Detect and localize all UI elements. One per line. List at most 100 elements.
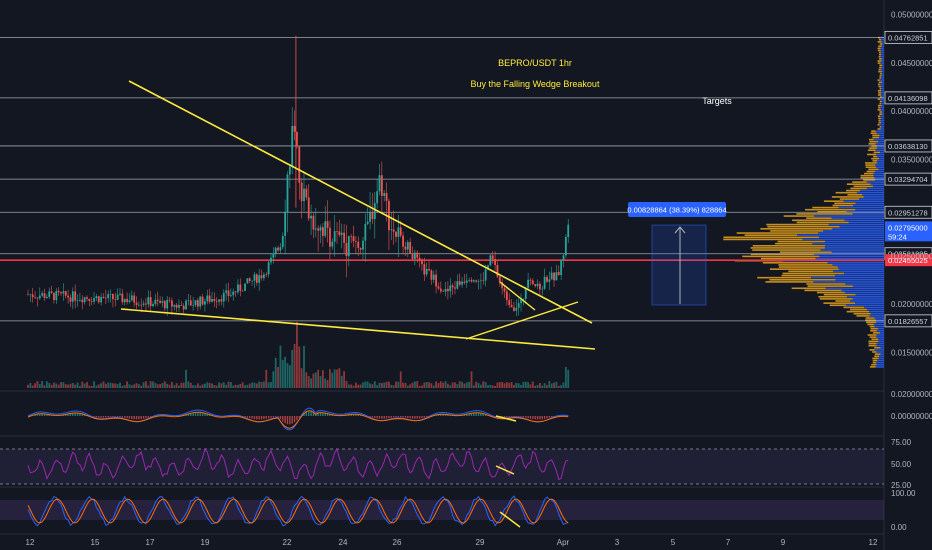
stoch-annotation: [499, 511, 521, 528]
volume-profile-bar: [863, 179, 876, 181]
y-tick-label: 0.02000000: [891, 300, 932, 309]
candle-body: [331, 241, 334, 247]
falling-wedge[interactable]: [120, 80, 596, 350]
candle-body: [531, 280, 534, 284]
volume-profile-bar: [871, 157, 880, 160]
volume-profile-bar: [878, 117, 881, 120]
volume-bar: [272, 371, 275, 388]
macd-hist-bar: [546, 416, 548, 419]
volume-bar: [29, 383, 32, 388]
volume-profile-bar: [880, 106, 884, 109]
volume-bar: [145, 381, 147, 388]
macd-hist-bar: [296, 416, 298, 421]
candle-body: [239, 284, 242, 291]
volume-bar: [237, 384, 239, 388]
volume-profile-bar: [868, 168, 879, 171]
volume-profile-bar: [869, 315, 884, 317]
candle-body: [38, 295, 41, 299]
candle-body: [333, 231, 336, 242]
candle-body: [539, 283, 541, 290]
candle-body: [227, 290, 230, 297]
volume-profile-bar: [876, 351, 884, 353]
candle-body: [74, 291, 77, 301]
volume-bar: [126, 381, 128, 388]
volume-profile-bar: [869, 349, 875, 351]
x-tick-label: 7: [726, 538, 731, 547]
volume-bar: [425, 381, 428, 388]
candle-body: [180, 305, 183, 306]
volume-bar: [180, 382, 183, 388]
volume-bar: [170, 381, 173, 388]
volume-profile-bar: [875, 130, 884, 132]
support-label: 0.02455025: [888, 256, 928, 265]
volume-profile-bar: [812, 242, 884, 245]
macd-pane: [27, 407, 569, 431]
candle-body: [411, 253, 414, 260]
candle-body: [277, 247, 279, 251]
volume-bar: [515, 382, 518, 388]
volume-bar: [555, 381, 558, 388]
volume-profile-bar: [878, 168, 884, 171]
candle-body: [546, 276, 548, 282]
macd-hist-bar: [72, 413, 74, 416]
volume-profile-bar: [877, 359, 884, 362]
macd-hist-bar: [69, 413, 72, 416]
candle-body: [95, 296, 98, 299]
volume-bar: [444, 381, 447, 388]
volume-profile-bar: [757, 276, 812, 279]
volume-profile-bar: [736, 232, 819, 234]
volume-bar: [416, 381, 419, 388]
candle-body: [78, 299, 81, 301]
candle-body: [27, 294, 29, 296]
volume-profile-bar: [878, 338, 884, 341]
time-axis[interactable]: 12 15 17 19 22 24 26 29 Apr 3 5 7 9 12: [26, 538, 878, 547]
candle-body: [57, 290, 60, 293]
small-wedge-upper[interactable]: [499, 281, 536, 311]
wedge-lower-line[interactable]: [120, 308, 596, 350]
volume-profile-bar: [875, 170, 884, 173]
volume-bar: [359, 384, 362, 388]
volume-profile-bar: [874, 325, 884, 328]
measure-box[interactable]: [651, 224, 707, 306]
target-label: 0.04762851: [888, 33, 928, 42]
volume-bar: [305, 372, 308, 388]
candle-body: [43, 293, 46, 299]
candle-body: [314, 228, 317, 230]
price-axis[interactable]: 0.05000000 0.04500000 0.04000000 0.03500000…: [891, 10, 932, 399]
measure-arrow-head: [674, 226, 686, 234]
candle-body: [428, 268, 430, 271]
candle-body: [296, 131, 298, 147]
volume-profile-bar: [865, 166, 877, 169]
candle-body: [255, 274, 258, 283]
macd-hist-bar: [112, 416, 114, 417]
volume-profile-bar: [881, 126, 884, 128]
candle-body: [211, 299, 213, 302]
volume-bar: [324, 378, 327, 388]
wedge-upper-line[interactable]: [128, 80, 593, 324]
x-tick-label: 5: [671, 538, 676, 547]
volume-profile-bar: [875, 143, 884, 145]
volume-profile-bar: [878, 45, 882, 47]
candle-body: [357, 241, 360, 248]
volume-bar: [300, 368, 303, 388]
volume-profile-bar: [796, 221, 849, 224]
volume-bar: [119, 382, 121, 388]
candle-body: [465, 280, 468, 283]
volume-profile-bar: [876, 334, 884, 336]
volume-bar: [484, 382, 487, 388]
x-tick-label: 29: [476, 538, 485, 547]
macd-hist-bar: [270, 416, 272, 418]
candle-body: [175, 304, 178, 308]
candle-body: [260, 275, 263, 279]
volume-bar: [163, 381, 166, 388]
price-range-measure[interactable]: 0.00828864 (38.39%) 828864: [627, 202, 727, 306]
macd-hist-bar: [421, 416, 423, 419]
volume-bar: [232, 385, 235, 388]
candle-body: [62, 291, 65, 294]
volume-profile-bar: [870, 183, 884, 186]
candle-body: [114, 299, 117, 300]
volume-bar: [418, 385, 421, 388]
volume-bar: [472, 385, 475, 388]
small-wedge-lower[interactable]: [465, 301, 579, 340]
